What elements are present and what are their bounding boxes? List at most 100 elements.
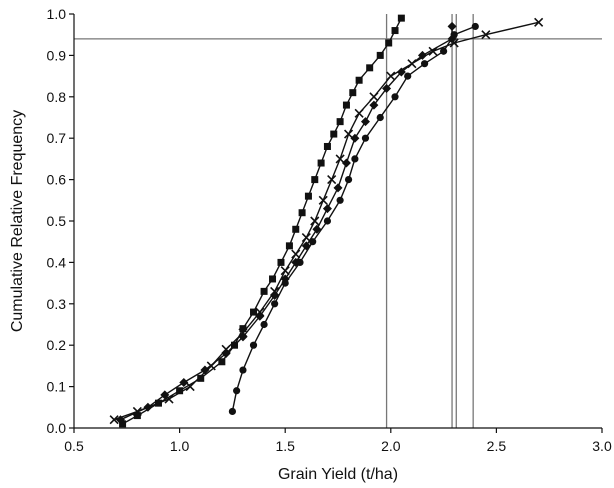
data-point xyxy=(341,158,351,168)
data-point xyxy=(333,183,343,193)
data-point xyxy=(281,279,289,287)
data-point xyxy=(249,341,258,349)
y-tick-label: 0.4 xyxy=(47,254,67,270)
data-point xyxy=(318,195,328,205)
data-point xyxy=(233,387,241,395)
data-point xyxy=(119,420,127,428)
data-point xyxy=(285,242,293,250)
data-point xyxy=(336,196,344,204)
data-point xyxy=(309,238,317,246)
data-point xyxy=(361,134,370,142)
series-square xyxy=(119,14,405,428)
y-tick-label: 0.8 xyxy=(47,89,67,105)
data-point xyxy=(382,84,392,94)
data-point xyxy=(179,377,189,387)
series-layer xyxy=(109,14,544,428)
series-line xyxy=(231,25,476,412)
data-point xyxy=(534,17,544,27)
data-point xyxy=(349,89,357,97)
data-point xyxy=(428,46,438,56)
data-point xyxy=(132,406,142,417)
data-point xyxy=(391,93,399,101)
data-point xyxy=(317,159,325,167)
y-tick-label: 0.0 xyxy=(47,420,67,436)
data-point xyxy=(218,358,226,366)
data-point xyxy=(450,31,458,39)
data-point xyxy=(292,225,300,233)
data-point xyxy=(407,59,417,69)
data-point xyxy=(311,176,319,184)
y-tick-label: 0.9 xyxy=(47,47,67,63)
data-point xyxy=(343,129,354,139)
series-line xyxy=(120,26,453,421)
data-point xyxy=(336,118,344,126)
data-point xyxy=(221,344,231,354)
data-point xyxy=(255,307,265,317)
data-point xyxy=(396,67,406,77)
data-point xyxy=(471,22,479,31)
data-point xyxy=(369,92,379,102)
data-point xyxy=(440,47,448,55)
y-tick-label: 0.1 xyxy=(47,379,67,395)
x-tick-label: 3.0 xyxy=(592,438,612,454)
axes: 0.5 1.0 1.5 2.0 2.5 3.0 0.0 0.1 0.2 0.3 0.4 0.5 0.6… xyxy=(47,6,612,454)
data-point xyxy=(271,300,279,308)
data-point xyxy=(404,72,412,80)
data-point xyxy=(391,27,399,35)
series-x xyxy=(109,17,544,425)
data-point xyxy=(164,394,174,404)
y-axis-ticks: 0.0 0.1 0.2 0.3 0.4 0.5 0.6 0.7 0.8 0.9 1.0 xyxy=(47,6,74,436)
data-point xyxy=(291,249,301,259)
y-tick-label: 1.0 xyxy=(47,6,67,22)
y-tick-label: 0.7 xyxy=(47,130,67,146)
y-tick-label: 0.5 xyxy=(47,213,67,229)
data-point xyxy=(420,60,429,68)
data-point xyxy=(298,209,306,217)
data-point xyxy=(386,71,396,81)
data-point xyxy=(239,366,247,374)
data-point xyxy=(385,39,393,47)
data-point xyxy=(176,387,184,395)
data-point xyxy=(350,133,360,143)
data-point xyxy=(323,142,331,150)
data-point xyxy=(269,275,277,283)
data-point xyxy=(206,361,216,371)
data-point xyxy=(417,50,427,60)
x-tick-label: 2.5 xyxy=(487,438,507,454)
data-point xyxy=(376,113,384,122)
data-point xyxy=(449,38,459,48)
data-point xyxy=(369,100,379,110)
data-point xyxy=(270,286,280,296)
data-point xyxy=(200,365,210,375)
data-point xyxy=(366,64,374,72)
y-tick-label: 0.3 xyxy=(47,296,67,312)
data-point xyxy=(250,308,258,316)
data-point xyxy=(327,175,337,185)
x-axis-ticks: 0.5 1.0 1.5 2.0 2.5 3.0 xyxy=(64,428,612,454)
data-point xyxy=(197,374,205,382)
data-point xyxy=(360,117,370,127)
series-diamond xyxy=(115,21,457,425)
y-tick-label: 0.2 xyxy=(47,337,67,353)
data-point xyxy=(238,328,248,338)
data-point xyxy=(351,155,359,163)
x-tick-label: 1.5 xyxy=(275,438,295,454)
data-point xyxy=(447,21,457,31)
data-point xyxy=(260,320,268,329)
reference-lines xyxy=(74,14,602,428)
data-point xyxy=(344,176,353,184)
data-point xyxy=(115,415,125,425)
series-circle xyxy=(228,22,479,416)
data-point xyxy=(354,108,364,118)
y-axis-title: Cumulative Relative Frequency xyxy=(9,110,26,332)
data-point xyxy=(304,192,312,200)
data-point xyxy=(133,412,141,420)
x-axis-title: Grain Yield (t/ha) xyxy=(278,466,398,483)
data-point xyxy=(342,101,350,109)
data-point xyxy=(260,287,268,295)
data-point xyxy=(301,232,311,243)
data-point xyxy=(397,14,405,22)
x-tick-label: 2.0 xyxy=(381,438,401,454)
data-point xyxy=(355,76,363,84)
